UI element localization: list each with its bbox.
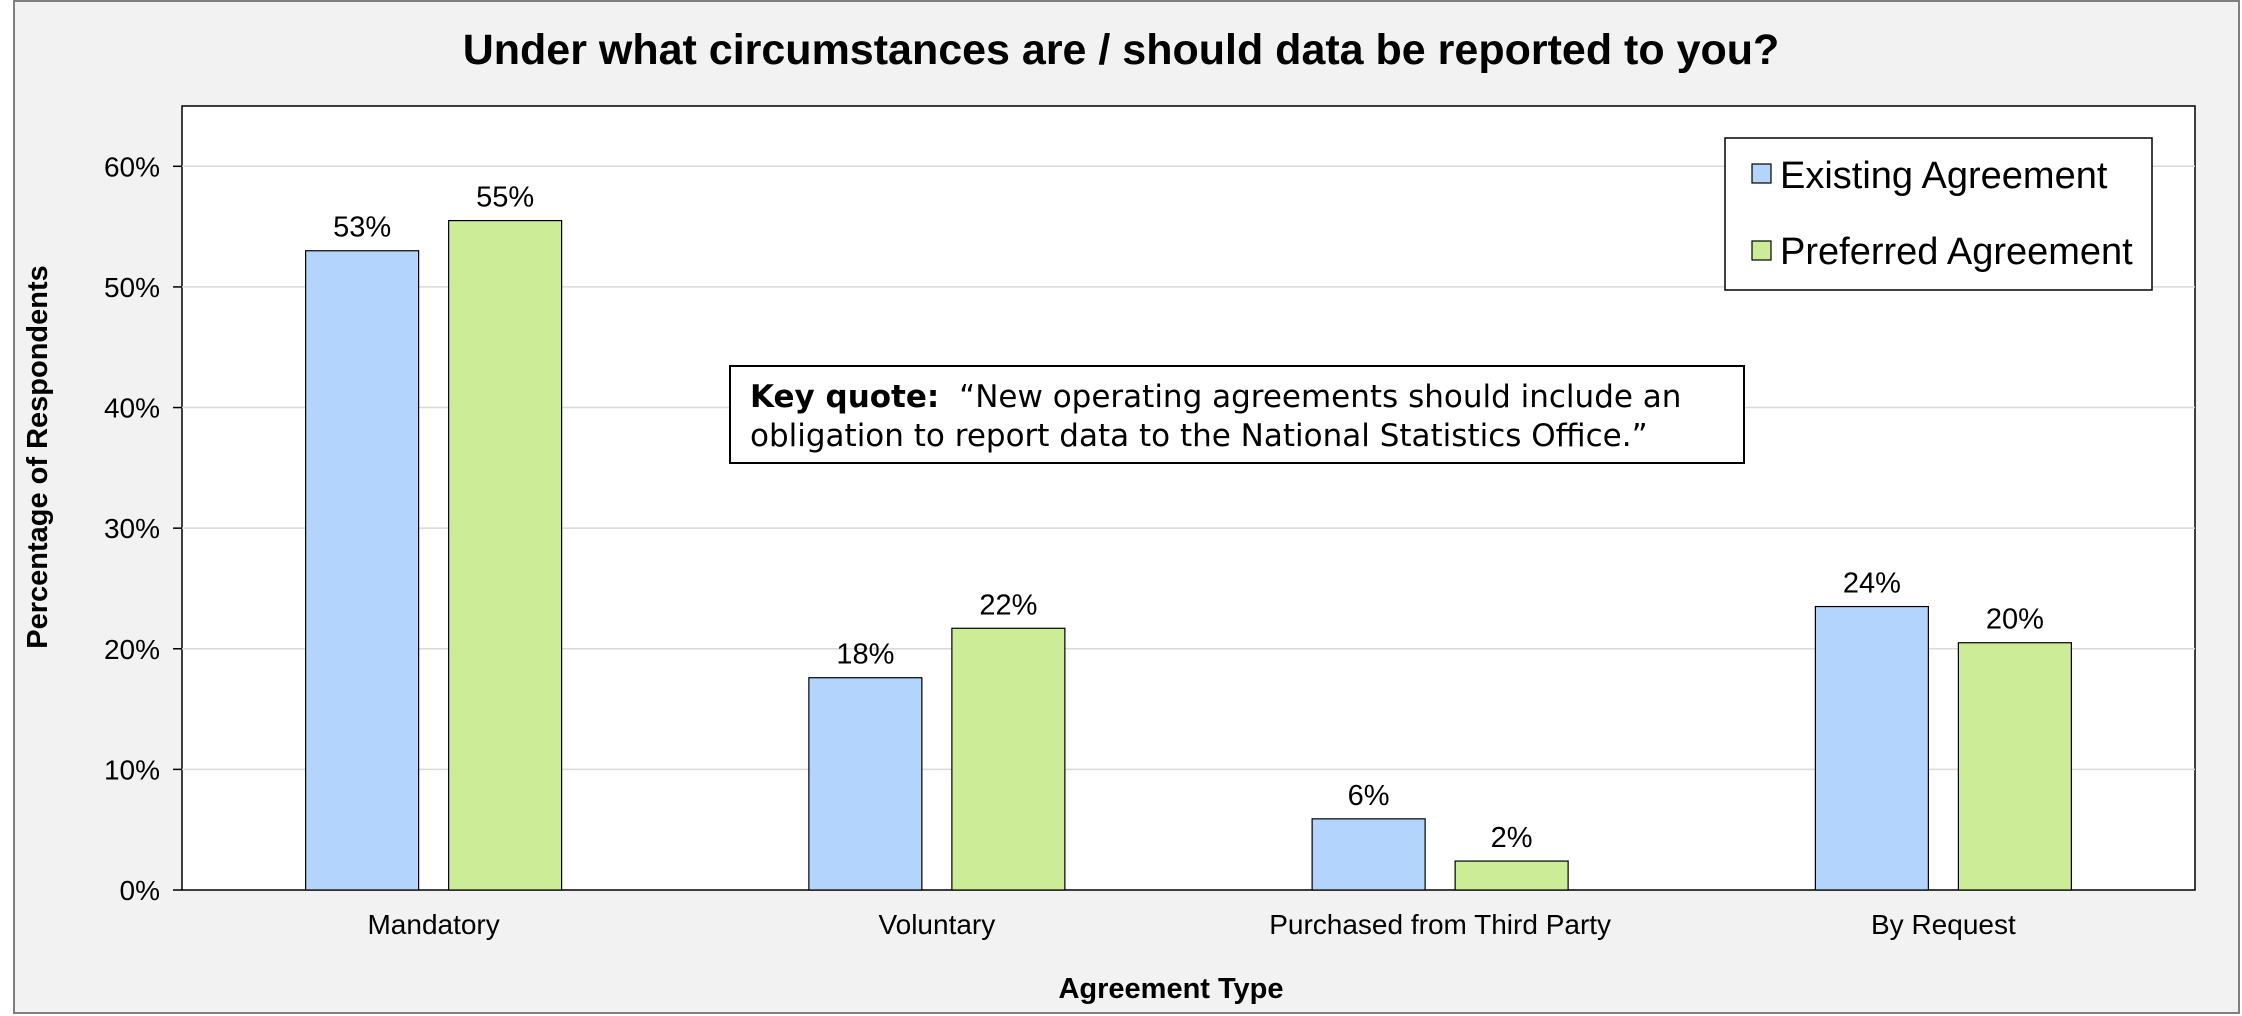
- key-quote-line-2: obligation to report data to the Nationa…: [750, 418, 1648, 454]
- data-label: 20%: [1986, 604, 2044, 636]
- data-label: 22%: [979, 589, 1037, 621]
- x-tick-label: Purchased from Third Party: [1269, 909, 1611, 940]
- data-label: 6%: [1348, 780, 1390, 812]
- bar-existing-2: [808, 677, 923, 891]
- y-tick-label: 40%: [104, 393, 160, 424]
- legend-label-existing: Existing Agreement: [1780, 155, 2108, 197]
- key-quote-annotation: Key quote: “New operating agreements sho…: [729, 365, 1745, 464]
- data-label: 55%: [476, 182, 534, 214]
- y-tick-label: 20%: [104, 634, 160, 665]
- legend-box: [1724, 137, 2153, 291]
- legend-swatch-existing: [1751, 163, 1772, 184]
- y-tick-label: 50%: [104, 272, 160, 303]
- y-axis-ticks: 0% 10% 20% 30% 40% 50% 60%: [104, 151, 182, 906]
- data-label: 2%: [1491, 822, 1533, 854]
- bar-existing-3: [1311, 818, 1426, 891]
- bar-existing-1: [305, 250, 420, 891]
- legend-swatch-preferred: [1751, 240, 1772, 261]
- y-tick-label: 0%: [120, 875, 160, 906]
- x-tick-label: Mandatory: [367, 909, 499, 940]
- x-tick-label: By Request: [1871, 909, 2016, 940]
- chart-title: Under what circumstances are / should da…: [463, 26, 1780, 74]
- data-label: 24%: [1843, 568, 1901, 600]
- y-axis-title: Percentage of Respondents: [22, 265, 54, 649]
- bar-preferred-2: [951, 627, 1066, 891]
- x-tick-label: Voluntary: [879, 909, 996, 940]
- y-tick-label: 10%: [104, 754, 160, 785]
- legend: Existing Agreement Preferred Agreement: [1724, 137, 2153, 291]
- x-axis-title: Agreement Type: [1058, 973, 1283, 1005]
- y-tick-label: 60%: [104, 151, 160, 182]
- key-quote-line-1: Key quote: “New operating agreements sho…: [750, 379, 1681, 415]
- key-quote-box: [729, 365, 1745, 464]
- data-label: 18%: [836, 639, 894, 671]
- bars: [305, 219, 2072, 891]
- data-labels: 53% 55% 18% 22% 6% 2% 24% 20%: [333, 182, 2044, 854]
- key-quote-text-1: “New operating agreements should include…: [959, 379, 1681, 415]
- key-quote-bold: Key quote:: [750, 379, 939, 415]
- bar-preferred-1: [448, 219, 563, 891]
- x-axis-ticks: Mandatory Voluntary Purchased from Third P…: [367, 909, 2015, 940]
- legend-label-preferred: Preferred Agreement: [1780, 231, 2133, 273]
- y-tick-label: 30%: [104, 513, 160, 544]
- data-label: 53%: [333, 212, 391, 244]
- bar-preferred-3: [1454, 860, 1569, 891]
- bar-existing-4: [1814, 605, 1929, 891]
- bar-preferred-4: [1957, 642, 2072, 891]
